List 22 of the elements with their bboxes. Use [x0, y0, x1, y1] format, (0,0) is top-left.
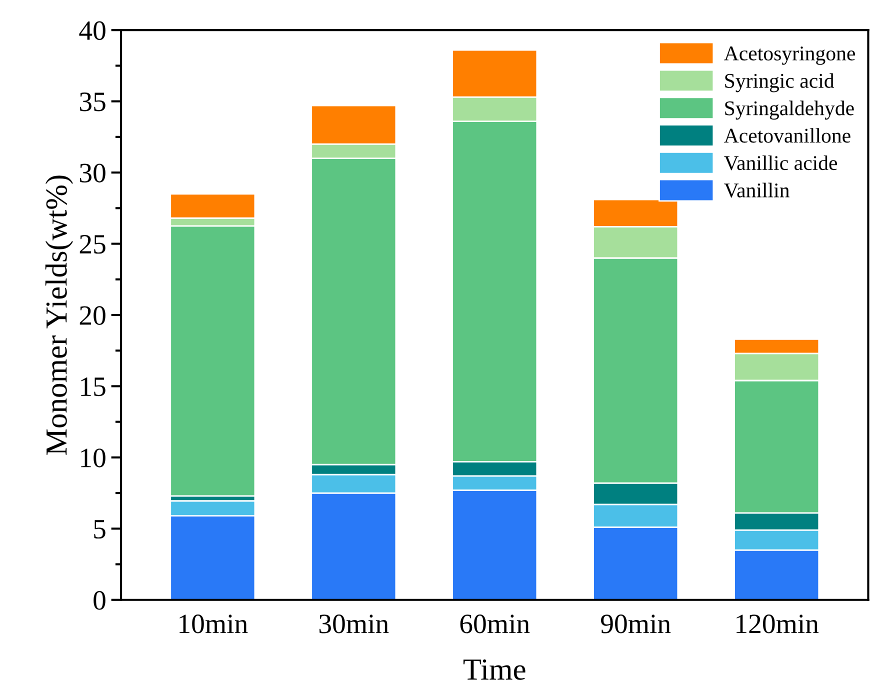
legend-label: Vanillin: [724, 182, 790, 198]
x-tick-label: 60min: [460, 614, 530, 634]
y-tick-label: 10: [81, 448, 106, 468]
y-tick-label: 40: [79, 21, 106, 40]
legend-label: Syringaldehyde: [725, 100, 854, 120]
legend-label: Syringic acid: [725, 73, 834, 92]
y-tick-label: 35: [80, 92, 106, 112]
y-tick-label: 25: [80, 235, 106, 254]
x-axis-title: Time: [463, 659, 526, 680]
y-tick-label: 30: [80, 164, 106, 182]
legend-label: Acetosyringone: [724, 46, 856, 65]
legend-label: Vanillic acide: [724, 155, 838, 170]
x-tick-label: 90min: [601, 614, 671, 634]
x-tick-label: 30min: [319, 614, 389, 634]
legend-label: Acetovanillone: [724, 128, 850, 143]
y-tick-label: 15: [81, 378, 106, 396]
x-tick-label: 10min: [180, 614, 248, 634]
y-tick-label: 0: [94, 591, 106, 610]
y-axis-title: Monomer Yields(wt%): [45, 176, 74, 455]
y-tick-label: 5: [94, 520, 106, 539]
y-tick-label: 20: [80, 306, 106, 325]
x-tick-label: 120min: [736, 614, 819, 634]
